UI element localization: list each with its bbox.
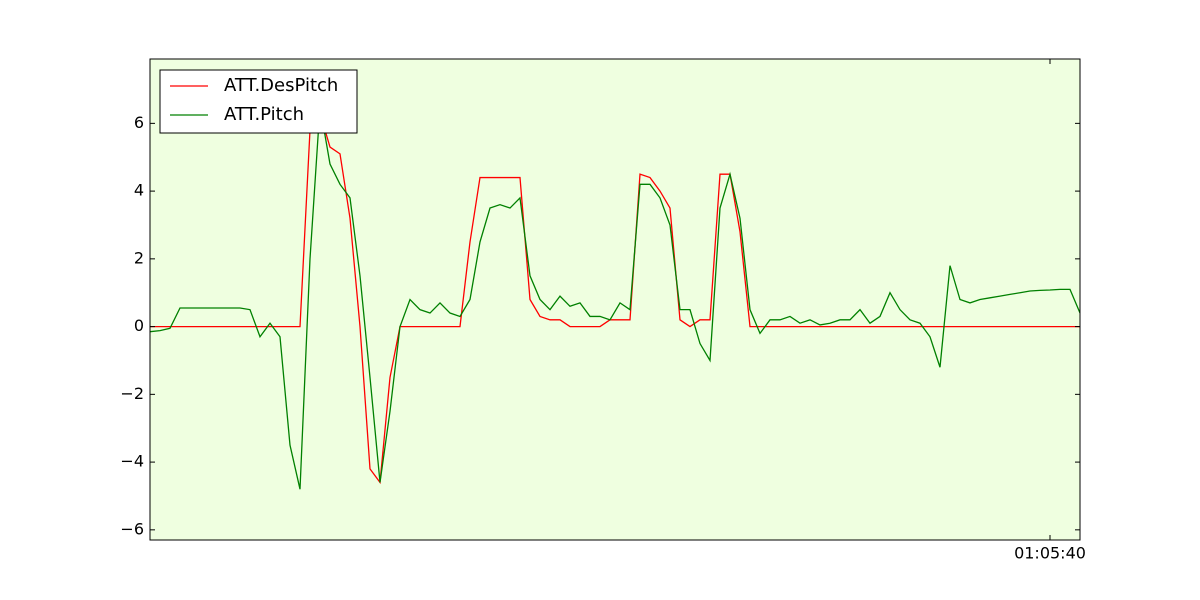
legend: ATT.DesPitch ATT.Pitch (159, 69, 358, 134)
legend-box (159, 69, 358, 134)
series-line (150, 111, 1080, 485)
y-tick-label: 0 (134, 316, 144, 335)
plot-area (150, 59, 1080, 540)
x-tick-label: 01:05:40 (1014, 544, 1086, 563)
y-tick-label: 6 (134, 113, 144, 132)
y-tick-label: 4 (134, 181, 144, 200)
y-tick-label: 2 (134, 248, 144, 267)
plot-frame (149, 58, 1081, 541)
y-tick-label: −2 (120, 384, 144, 403)
y-tick-label: −6 (120, 519, 144, 538)
series-line (149, 106, 1081, 490)
legend-label: ATT.Pitch (224, 104, 304, 125)
y-tick-label: −4 (120, 452, 144, 471)
legend-label: ATT.DesPitch (224, 75, 338, 96)
